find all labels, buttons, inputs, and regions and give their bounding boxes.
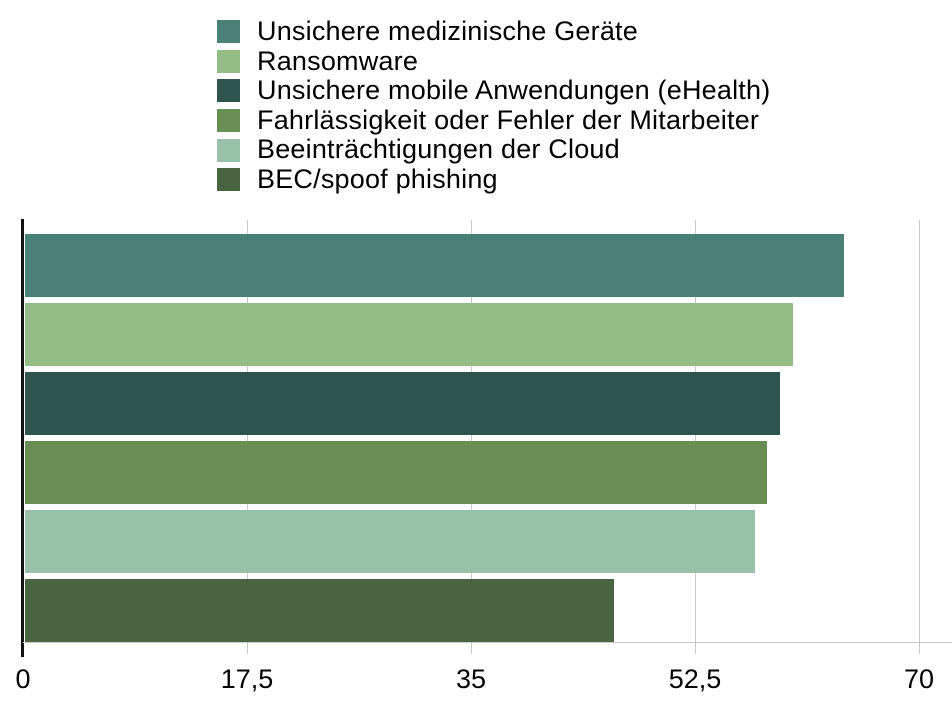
legend-label: Ransomware [257, 45, 419, 76]
bar [25, 579, 614, 642]
legend-label: BEC/spoof phishing [257, 163, 498, 194]
legend-swatch [217, 109, 240, 133]
x-tick-label: 70 [903, 664, 935, 694]
legend-label: Unsichere medizinische Geräte [257, 16, 638, 46]
legend-item: Unsichere medizinische Geräte [217, 16, 770, 47]
x-axis-line [23, 642, 952, 643]
legend-swatch [217, 49, 240, 73]
legend-item: Fahrlässigkeit oder Fehler der Mitarbeit… [217, 104, 770, 136]
legend-item: Beeinträchtigungen der Cloud [217, 135, 770, 165]
bar [25, 510, 755, 573]
bar [25, 441, 768, 504]
x-tick [470, 643, 472, 654]
legend-item: Unsichere mobile Anwendungen (eHealth) [217, 76, 770, 106]
bar [25, 234, 845, 297]
x-tick [694, 643, 696, 654]
legend-label: Beeinträchtigungen der Cloud [257, 134, 620, 165]
legend-swatch [217, 168, 240, 192]
x-tick-label: 35 [455, 664, 487, 694]
bar [25, 303, 793, 366]
x-tick [918, 643, 920, 654]
gridline [918, 220, 920, 643]
bar [25, 372, 781, 435]
legend-swatch [217, 79, 240, 103]
x-tick-label: 52,5 [668, 664, 722, 694]
legend-swatch [217, 20, 240, 44]
chart-legend: Unsichere medizinische Geräte Ransomware U… [217, 16, 770, 195]
x-tick-label: 17,5 [220, 664, 274, 694]
x-tick [246, 643, 248, 654]
legend-label: Unsichere mobile Anwendungen (eHealth) [257, 75, 771, 106]
plot-area [23, 220, 920, 643]
y-axis-line [21, 219, 24, 657]
legend-swatch [217, 138, 240, 162]
x-tick-label: 0 [15, 664, 31, 694]
legend-item: BEC/spoof phishing [217, 163, 770, 195]
legend-item: Ransomware [217, 45, 770, 77]
legend-label: Fahrlässigkeit oder Fehler der Mitarbeit… [257, 104, 760, 135]
